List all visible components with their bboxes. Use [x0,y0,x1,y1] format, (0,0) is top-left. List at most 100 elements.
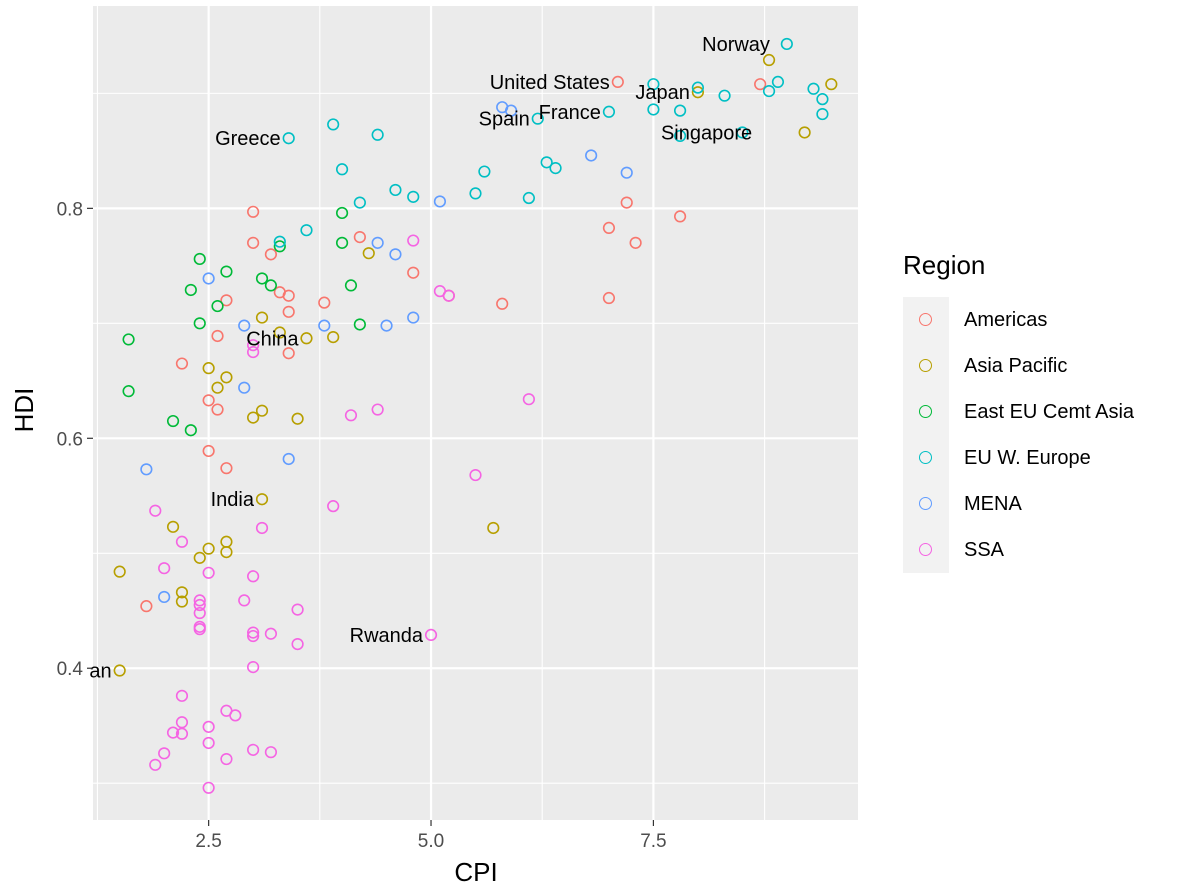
legend-label: MENA [964,492,1022,515]
legend-marker-icon [919,405,932,418]
legend-label: Asia Pacific [964,354,1068,377]
legend-entries: Americas Asia Pacific East EU Cemt Asia EU … [903,297,1134,573]
data-point [202,362,215,375]
data-point [211,403,224,416]
data-point [282,132,295,145]
point-label: United States [490,72,610,94]
legend-label: Americas [964,308,1048,331]
data-point [469,468,482,482]
legend-key [903,297,949,343]
data-point [673,129,687,143]
data-point [238,594,251,607]
legend-entry: East EU Cemt Asia [903,389,1134,435]
data-point [255,521,269,535]
legend-key [903,435,949,481]
y-tick-label: 0.8 [57,199,83,220]
data-point [158,562,171,575]
data-point [691,81,704,94]
data-point [389,183,402,197]
data-point [469,187,482,200]
data-point [327,118,340,131]
data-point [291,603,304,616]
data-point [300,332,313,345]
data-point [647,78,660,91]
data-point [282,452,295,466]
data-point [327,500,340,513]
data-point [762,84,776,98]
legend-title: Region [903,250,986,280]
data-point [247,743,260,756]
data-point [175,689,189,702]
data-point [175,357,189,370]
data-point [184,424,197,437]
data-point [611,75,624,88]
data-point [371,128,384,141]
data-point [531,112,544,125]
data-point [255,493,269,506]
data-point [754,78,767,91]
data-point [122,385,135,398]
data-point [807,82,820,95]
data-point [166,520,180,533]
data-point [353,318,366,331]
data-point [193,594,206,607]
point-label: Greece [215,128,281,150]
data-point [220,546,233,559]
data-point [247,629,260,643]
legend-marker-icon [919,359,932,372]
legend-marker-icon [919,497,932,510]
data-point [247,345,260,359]
data-point [407,311,420,324]
data-point [202,272,215,285]
data-point [175,586,189,599]
data-point [371,403,384,416]
data-point [264,248,278,261]
data-point [335,206,349,220]
data-point [380,319,393,332]
data-point [504,104,518,117]
data-point [362,247,375,260]
data-point [282,305,295,318]
legend-label: SSA [964,538,1005,561]
data-point [629,236,642,249]
legend-marker-icon [919,313,932,326]
data-point [247,626,260,639]
data-point [175,595,189,608]
legend-label: East EU Cemt Asia [964,400,1135,423]
data-point [211,381,224,394]
data-point [771,75,785,88]
data-point [549,162,562,175]
point-label: Japan [635,82,690,104]
data-point [718,89,731,102]
data-point [202,781,215,794]
data-point [264,746,278,759]
data-point [255,311,269,324]
data-point [122,333,135,346]
data-point [344,279,358,292]
data-point [620,196,633,209]
data-points [113,37,838,794]
data-point [184,283,197,297]
y-tick-label: 0.6 [57,429,83,450]
data-point [691,86,704,99]
data-point [291,412,304,425]
data-point [247,411,260,424]
data-point [620,166,633,179]
data-point [353,230,366,244]
x-tick-label: 7.5 [640,831,666,852]
data-point [175,727,189,740]
data-point [166,726,180,739]
data-point [149,504,162,517]
data-point [166,414,180,428]
legend-marker-icon [919,543,932,556]
point-label: China [246,328,299,350]
data-point [273,235,286,248]
data-point [291,637,304,651]
y-axis-title: HDI [9,388,39,433]
data-point [220,462,233,475]
data-point [327,331,340,344]
data-point [255,404,269,417]
minor-gridlines [93,6,858,820]
data-point [238,319,251,332]
data-point [487,521,500,535]
